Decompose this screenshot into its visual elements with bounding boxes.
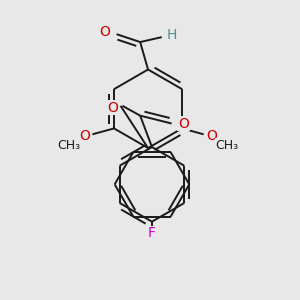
Text: O: O <box>206 129 217 143</box>
Text: O: O <box>178 116 189 130</box>
Text: CH₃: CH₃ <box>216 139 239 152</box>
Text: O: O <box>99 25 110 39</box>
Text: O: O <box>79 129 90 143</box>
Text: F: F <box>148 226 156 240</box>
Text: CH₃: CH₃ <box>57 139 80 152</box>
Text: O: O <box>107 101 118 115</box>
Text: H: H <box>167 28 177 42</box>
